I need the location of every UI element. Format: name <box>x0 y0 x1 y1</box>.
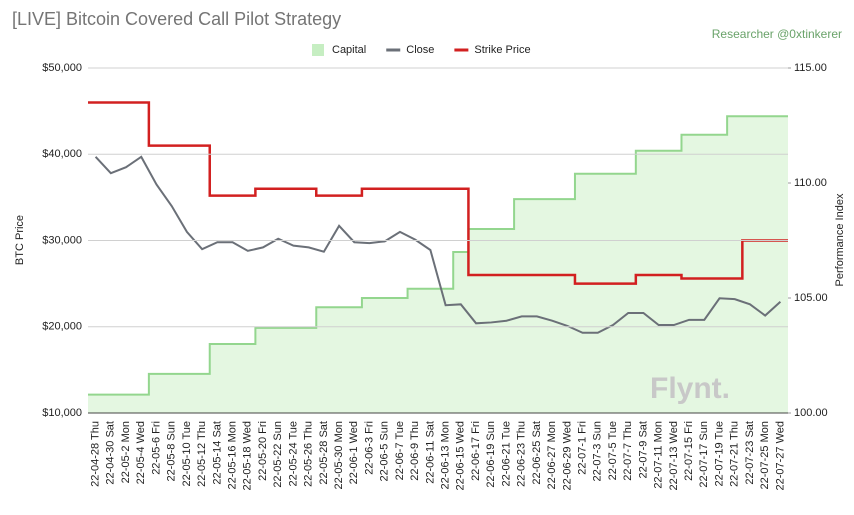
x-tick-label: 22-06-21 Tue <box>500 421 512 486</box>
x-tick-label: 22-07-1 Fri <box>576 421 588 475</box>
x-tick-label: 22-05-12 Thu <box>196 421 208 487</box>
plot <box>88 101 788 414</box>
x-tick-label: 22-06-23 Thu <box>516 421 528 487</box>
credit: Researcher @0xtinkerer <box>712 27 842 41</box>
x-tick-label: 22-07-15 Fri <box>683 421 695 481</box>
x-tick-label: 22-07-27 Wed <box>774 421 786 491</box>
x-tick-label: 22-07-19 Tue <box>713 421 725 486</box>
y-tick-label: $30,000 <box>42 234 82 246</box>
x-tick-label: 22-05-26 Thu <box>303 421 315 487</box>
x-tick-label: 22-06-7 Tue <box>394 421 406 480</box>
x-tick-label: 22-07-23 Sat <box>744 421 756 485</box>
x-tick-label: 22-05-14 Sat <box>211 421 223 485</box>
x-tick-label: 22-07-5 Tue <box>607 421 619 480</box>
grid <box>88 67 788 414</box>
y-tick-label: $50,000 <box>42 62 82 74</box>
x-tick-label: 22-04-28 Thu <box>90 421 102 487</box>
x-tick-label: 22-05-16 Mon <box>226 421 238 490</box>
x-tick-label: 22-07-9 Sat <box>637 421 649 478</box>
x-tick-label: 22-06-19 Sun <box>485 421 497 488</box>
x-tick-label: 22-07-17 Sun <box>698 421 710 488</box>
legend-label: Strike Price <box>474 44 530 56</box>
x-tick-label: 22-06-3 Fri <box>363 421 375 475</box>
capital-area <box>88 116 788 414</box>
x-tick-label: 22-05-18 Wed <box>242 421 254 491</box>
x-tick-label: 22-07-7 Thu <box>622 421 634 481</box>
x-tick-label: 22-05-20 Fri <box>257 421 269 481</box>
x-tick-label: 22-05-22 Sun <box>272 421 284 488</box>
legend-label: Capital <box>332 44 366 56</box>
y-tick-label: $20,000 <box>42 321 82 333</box>
x-tick-label: 22-06-15 Wed <box>455 421 467 491</box>
y2-axis-title: Performance Index <box>834 193 846 286</box>
x-tick-label: 22-06-13 Mon <box>440 421 452 490</box>
y-tick-label: $40,000 <box>42 148 82 160</box>
x-tick-label: 22-07-13 Wed <box>668 421 680 491</box>
x-tick-label: 22-05-30 Mon <box>333 421 345 490</box>
x-tick-label: 22-06-5 Sun <box>379 421 391 482</box>
y2-tick-label: 110.00 <box>794 177 827 189</box>
x-tick-label: 22-06-25 Sat <box>531 421 543 485</box>
x-tick-label: 22-05-4 Wed <box>135 421 147 484</box>
x-tick-label: 22-07-21 Thu <box>729 421 741 487</box>
legend-label: Close <box>406 44 434 56</box>
x-tick-label: 22-06-17 Fri <box>470 421 482 481</box>
x-tick-label: 22-06-27 Mon <box>546 421 558 490</box>
x-tick-label: 22-05-28 Sat <box>318 421 330 485</box>
strike-line <box>88 101 788 285</box>
x-tick-label: 22-07-25 Mon <box>759 421 771 490</box>
x-tick-label: 22-06-1 Wed <box>348 421 360 484</box>
chart-title: [LIVE] Bitcoin Covered Call Pilot Strate… <box>12 9 341 29</box>
y-axis-title: BTC Price <box>14 215 26 265</box>
x-tick-label: 22-07-11 Mon <box>653 421 665 489</box>
y-tick-label: $10,000 <box>42 407 82 419</box>
x-tick-label: 22-05-2 Mon <box>120 421 132 483</box>
x-tick-label: 22-06-9 Thu <box>409 421 421 481</box>
x-tick-label: 22-06-29 Wed <box>561 421 573 491</box>
x-tick-label: 22-04-30 Sat <box>105 421 117 485</box>
x-tick-label: 22-06-11 Sat <box>424 421 436 484</box>
legend-swatch <box>312 44 324 56</box>
y2-tick-label: 105.00 <box>794 292 828 304</box>
close-line <box>94 155 782 334</box>
y2-tick-label: 115.00 <box>794 62 827 74</box>
x-tick-label: 22-05-6 Fri <box>150 421 162 475</box>
x-tick-label: 22-05-24 Tue <box>287 421 299 486</box>
x-tick-label: 22-07-3 Sun <box>592 421 604 482</box>
watermark: Flynt. <box>650 372 730 405</box>
y2-tick-label: 100.00 <box>794 407 828 419</box>
x-tick-label: 22-05-8 Sun <box>166 421 178 482</box>
x-tick-label: 22-05-10 Tue <box>181 421 193 486</box>
